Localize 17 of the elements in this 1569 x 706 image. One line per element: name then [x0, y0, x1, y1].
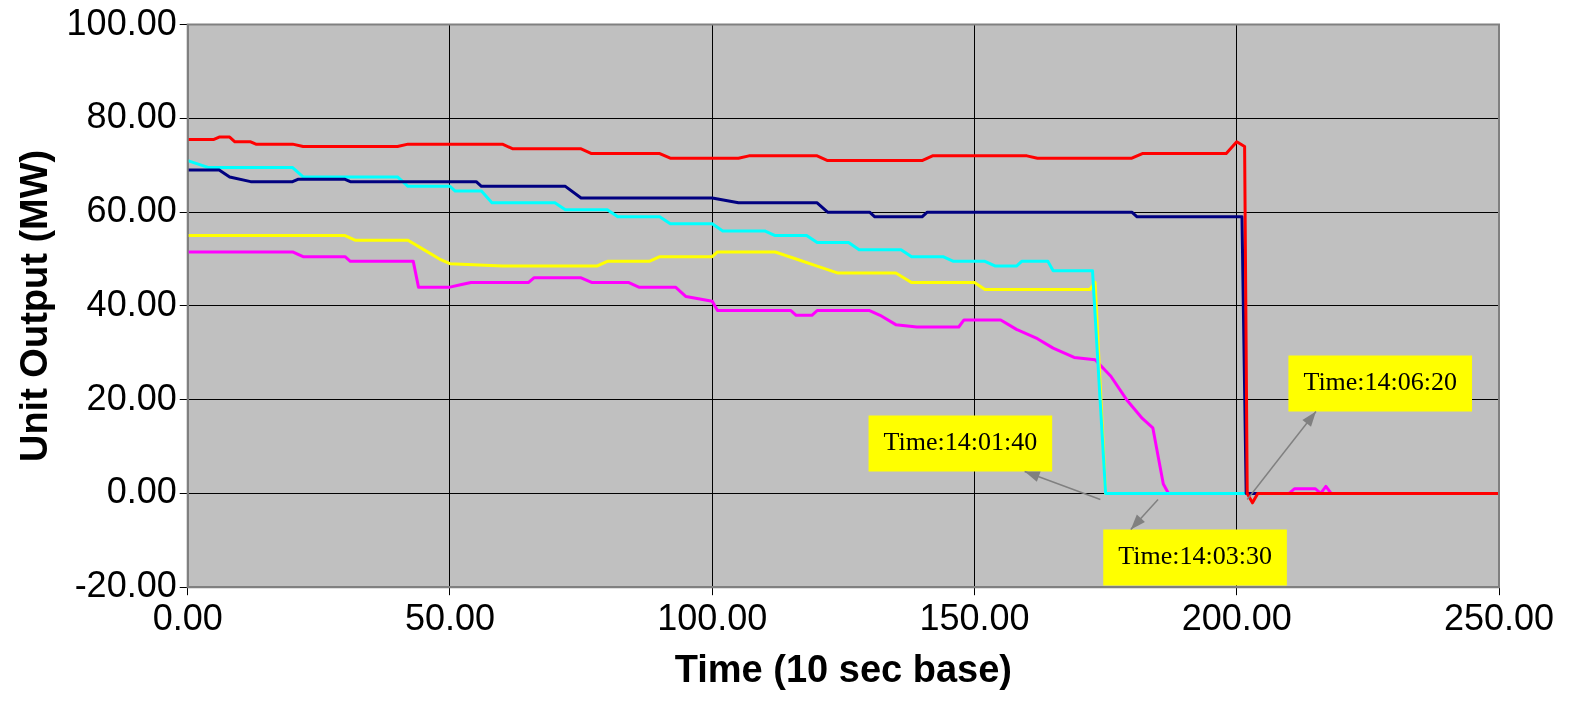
annotation: Time:14:03:30	[1118, 541, 1272, 571]
x-tick-label: 50.00	[404, 596, 496, 638]
x-tick-label: 200.00	[1181, 596, 1292, 638]
y-tick-label: 80.00	[86, 95, 177, 137]
y-tick-label: 40.00	[86, 282, 177, 324]
annotation: Time:14:06:20	[1303, 367, 1458, 397]
x-axis-title: Time (10 sec base)	[674, 647, 1012, 690]
y-tick-label: 0.00	[106, 470, 177, 512]
y-tick-label: 100.00	[66, 1, 177, 43]
x-tick-label: 100.00	[657, 596, 768, 638]
x-tick-label: 0.00	[152, 596, 223, 638]
annotation: Time:14:01:40	[883, 427, 1038, 457]
y-axis-title: Unit Output (MW)	[13, 149, 56, 463]
y-tick-label: 20.00	[86, 376, 177, 418]
x-tick-label: 150.00	[919, 596, 1030, 638]
y-tick-label: 60.00	[86, 189, 177, 231]
x-tick-label: 250.00	[1443, 596, 1555, 638]
